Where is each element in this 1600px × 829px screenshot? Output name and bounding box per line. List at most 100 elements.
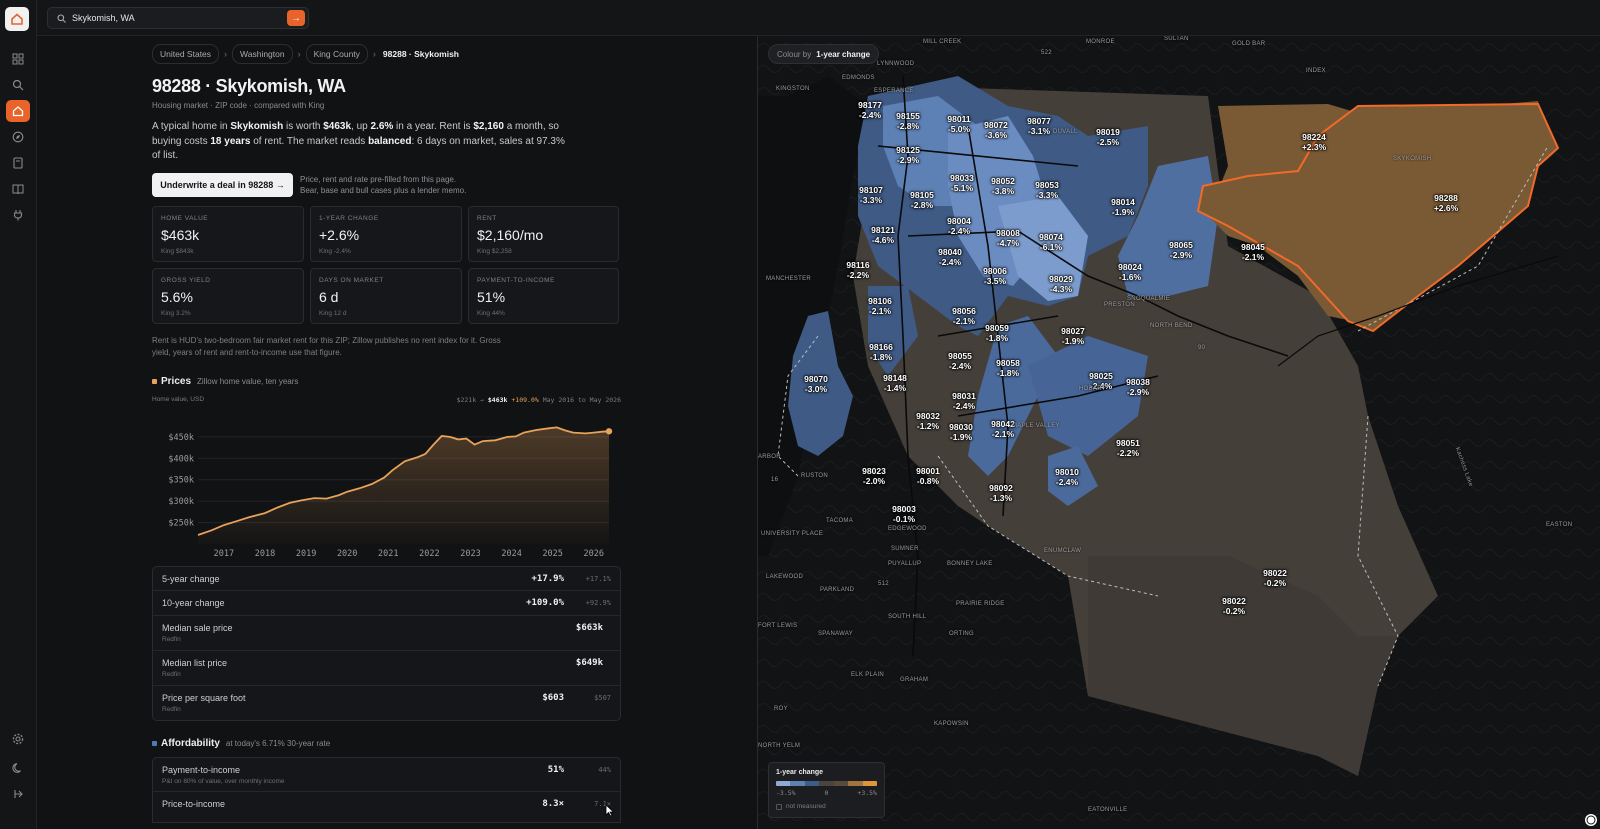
breadcrumb-county[interactable]: King County — [305, 44, 368, 64]
settings-gear-icon[interactable] — [6, 728, 30, 750]
zip-label-98288[interactable]: 98288 +2.6% — [1434, 193, 1458, 213]
zip-label-98055[interactable]: 98055 -2.4% — [948, 351, 972, 371]
zip-label-98107[interactable]: 98107 -3.3% — [859, 185, 883, 205]
zip-label-98074[interactable]: 98074 -6.1% — [1039, 232, 1063, 252]
zip-choropleth-map[interactable]: Colour by 1-year change 98177 -2.4% 98155-… — [758, 36, 1600, 829]
zip-label-98166[interactable]: 98166 -1.8% — [869, 342, 893, 362]
zip-label-98040[interactable]: 98040 -2.4% — [938, 247, 962, 267]
zip-label-98003[interactable]: 98003 -0.1% — [892, 504, 916, 524]
zip-label-98008[interactable]: 98008 -4.7% — [996, 228, 1020, 248]
zip-label-98058[interactable]: 98058 -1.8% — [996, 358, 1020, 378]
zip-label-98042[interactable]: 98042 -2.1% — [991, 419, 1015, 439]
zip-label-98072[interactable]: 98072 -3.6% — [984, 120, 1008, 140]
zip-label-98056[interactable]: 98056 -2.1% — [952, 306, 976, 326]
zip-change: -2.4% — [1055, 476, 1079, 487]
search-submit-button[interactable]: → — [287, 10, 305, 26]
zip-area-98010[interactable] — [1048, 446, 1098, 506]
zip-code: 98224 — [1302, 132, 1326, 142]
book-icon[interactable] — [6, 178, 30, 200]
breadcrumb-country[interactable]: United States — [152, 44, 220, 64]
zip-label-98125[interactable]: 98125 -2.9% — [896, 145, 920, 165]
breadcrumb-state[interactable]: Washington — [232, 44, 293, 64]
compass-icon[interactable] — [6, 126, 30, 148]
search-box[interactable]: Skykomish, WA → — [47, 7, 309, 29]
zip-label-98051[interactable]: 98051 -2.2% — [1116, 438, 1140, 458]
zip-label-98177[interactable]: 98177 -2.4% — [858, 100, 882, 120]
zip-label-98052[interactable]: 98052 -3.8% — [991, 176, 1015, 196]
zip-code: 98052 — [991, 176, 1015, 186]
zip-label-98032[interactable]: 98032 -1.2% — [916, 411, 940, 431]
zip-code: 98058 — [996, 358, 1020, 368]
zip-label-98116[interactable]: 98116 -2.2% — [846, 260, 869, 280]
calculator-icon[interactable] — [6, 152, 30, 174]
zip-label-98121[interactable]: 98121 -4.6% — [871, 225, 895, 245]
zip-area-sammamish[interactable] — [998, 196, 1088, 301]
zip-label-98024[interactable]: 98024 -1.6% — [1118, 262, 1142, 282]
zip-area-98288-selected[interactable] — [1196, 102, 1560, 333]
legend-title: 1-year change — [776, 769, 824, 776]
zip-label-98019[interactable]: 98019 -2.5% — [1096, 127, 1120, 147]
place-label: 522 — [1041, 50, 1052, 56]
zip-label-98022[interactable]: 98022 -0.2% — [1222, 596, 1246, 616]
zip-label-98155[interactable]: 98155 -2.8% — [896, 111, 920, 131]
color-by-selector[interactable]: Colour by 1-year change — [768, 44, 880, 64]
zip-label-98092[interactable]: 98092 -1.3% — [989, 483, 1013, 503]
place-label: RUSTON — [801, 473, 829, 479]
zip-label-98077[interactable]: 98077 -3.1% — [1027, 116, 1051, 136]
zip-label-98059[interactable]: 98059 -1.8% — [985, 323, 1009, 343]
zip-area-renton-kent[interactable] — [968, 316, 1058, 476]
plug-icon[interactable] — [6, 204, 30, 226]
zip-area-west-seattle[interactable] — [868, 286, 918, 376]
arrow-right-icon: → — [291, 12, 301, 24]
zip-area-98022[interactable] — [1088, 556, 1398, 776]
zip-label-98045[interactable]: 98045 -2.1% — [1241, 242, 1265, 262]
panel-divider[interactable] — [757, 36, 758, 829]
zip-label-98148[interactable]: 98148 -1.4% — [883, 373, 907, 393]
price-area-chart: $250k $300k $350k $400k $450k 2017 2018 2019 202… — [168, 426, 613, 559]
x-tick-label: 2022 — [419, 549, 439, 559]
zip-label-98014[interactable]: 98014 -1.9% — [1111, 197, 1135, 217]
y-tick-label: $350k — [168, 476, 194, 486]
zip-label-98065[interactable]: 98065 -2.9% — [1169, 240, 1193, 260]
zip-label-98070[interactable]: 98070 -3.0% — [804, 374, 828, 394]
zip-area-vashon[interactable] — [788, 311, 853, 456]
zip-change: -3.1% — [1027, 125, 1051, 136]
search-icon[interactable] — [6, 74, 30, 96]
zip-label-98022[interactable]: 98022 -0.2% — [1263, 568, 1287, 588]
row-name: 10-year change — [162, 598, 225, 608]
zip-label-98029[interactable]: 98029 -4.3% — [1049, 274, 1073, 294]
home-logo-icon[interactable] — [5, 7, 29, 31]
breadcrumb-current: 98288 · Skykomish — [382, 49, 459, 59]
zip-label-98030[interactable]: 98030 -1.9% — [949, 422, 973, 442]
legend-ticks: -3.5% 0 +3.5% — [776, 789, 877, 797]
zip-label-98010[interactable]: 98010 -2.4% — [1055, 467, 1079, 487]
zip-label-98053[interactable]: 98053 -3.3% — [1035, 180, 1059, 200]
zip-label-98106[interactable]: 98106 -2.1% — [868, 296, 892, 316]
place-label: SPANAWAY — [818, 631, 854, 637]
underwrite-deal-button[interactable]: Underwrite a deal in 98288 → — [152, 173, 293, 197]
zip-label-98006[interactable]: 98006 -3.5% — [983, 266, 1007, 286]
metric-value: 51% — [477, 289, 506, 305]
zip-label-98224[interactable]: 98224 +2.3% — [1302, 132, 1326, 152]
zip-label-98001[interactable]: 98001 -0.8% — [916, 466, 940, 486]
map-info-icon[interactable] — [1584, 813, 1598, 827]
search-input[interactable]: Skykomish, WA — [72, 13, 135, 23]
zip-label-98105[interactable]: 98105 -2.8% — [910, 190, 934, 210]
sign-out-icon[interactable] — [6, 783, 30, 805]
zip-label-98038[interactable]: 98038 -2.9% — [1126, 377, 1150, 397]
dashboard-grid-icon[interactable] — [6, 48, 30, 70]
zip-change: -2.9% — [1126, 386, 1150, 397]
zip-area-98065[interactable] — [1118, 156, 1218, 296]
dark-mode-moon-icon[interactable] — [6, 757, 30, 779]
zip-label-98033[interactable]: 98033 -5.1% — [950, 173, 974, 193]
zip-label-98027[interactable]: 98027 -1.9% — [1061, 326, 1085, 346]
zip-label-98031[interactable]: 98031 -2.4% — [952, 391, 976, 411]
zip-code: 98010 — [1055, 467, 1079, 477]
zip-area-maple-valley[interactable] — [1028, 336, 1148, 456]
housing-home-icon[interactable] — [6, 100, 30, 122]
zip-label-98004[interactable]: 98004 -2.4% — [947, 216, 971, 236]
zip-label-98023[interactable]: 98023 -2.0% — [862, 466, 886, 486]
zip-label-98025[interactable]: 98025 -2.4% — [1089, 371, 1113, 391]
zip-label-98011[interactable]: 98011 -5.0% — [947, 114, 970, 134]
zip-code: 98045 — [1241, 242, 1265, 252]
